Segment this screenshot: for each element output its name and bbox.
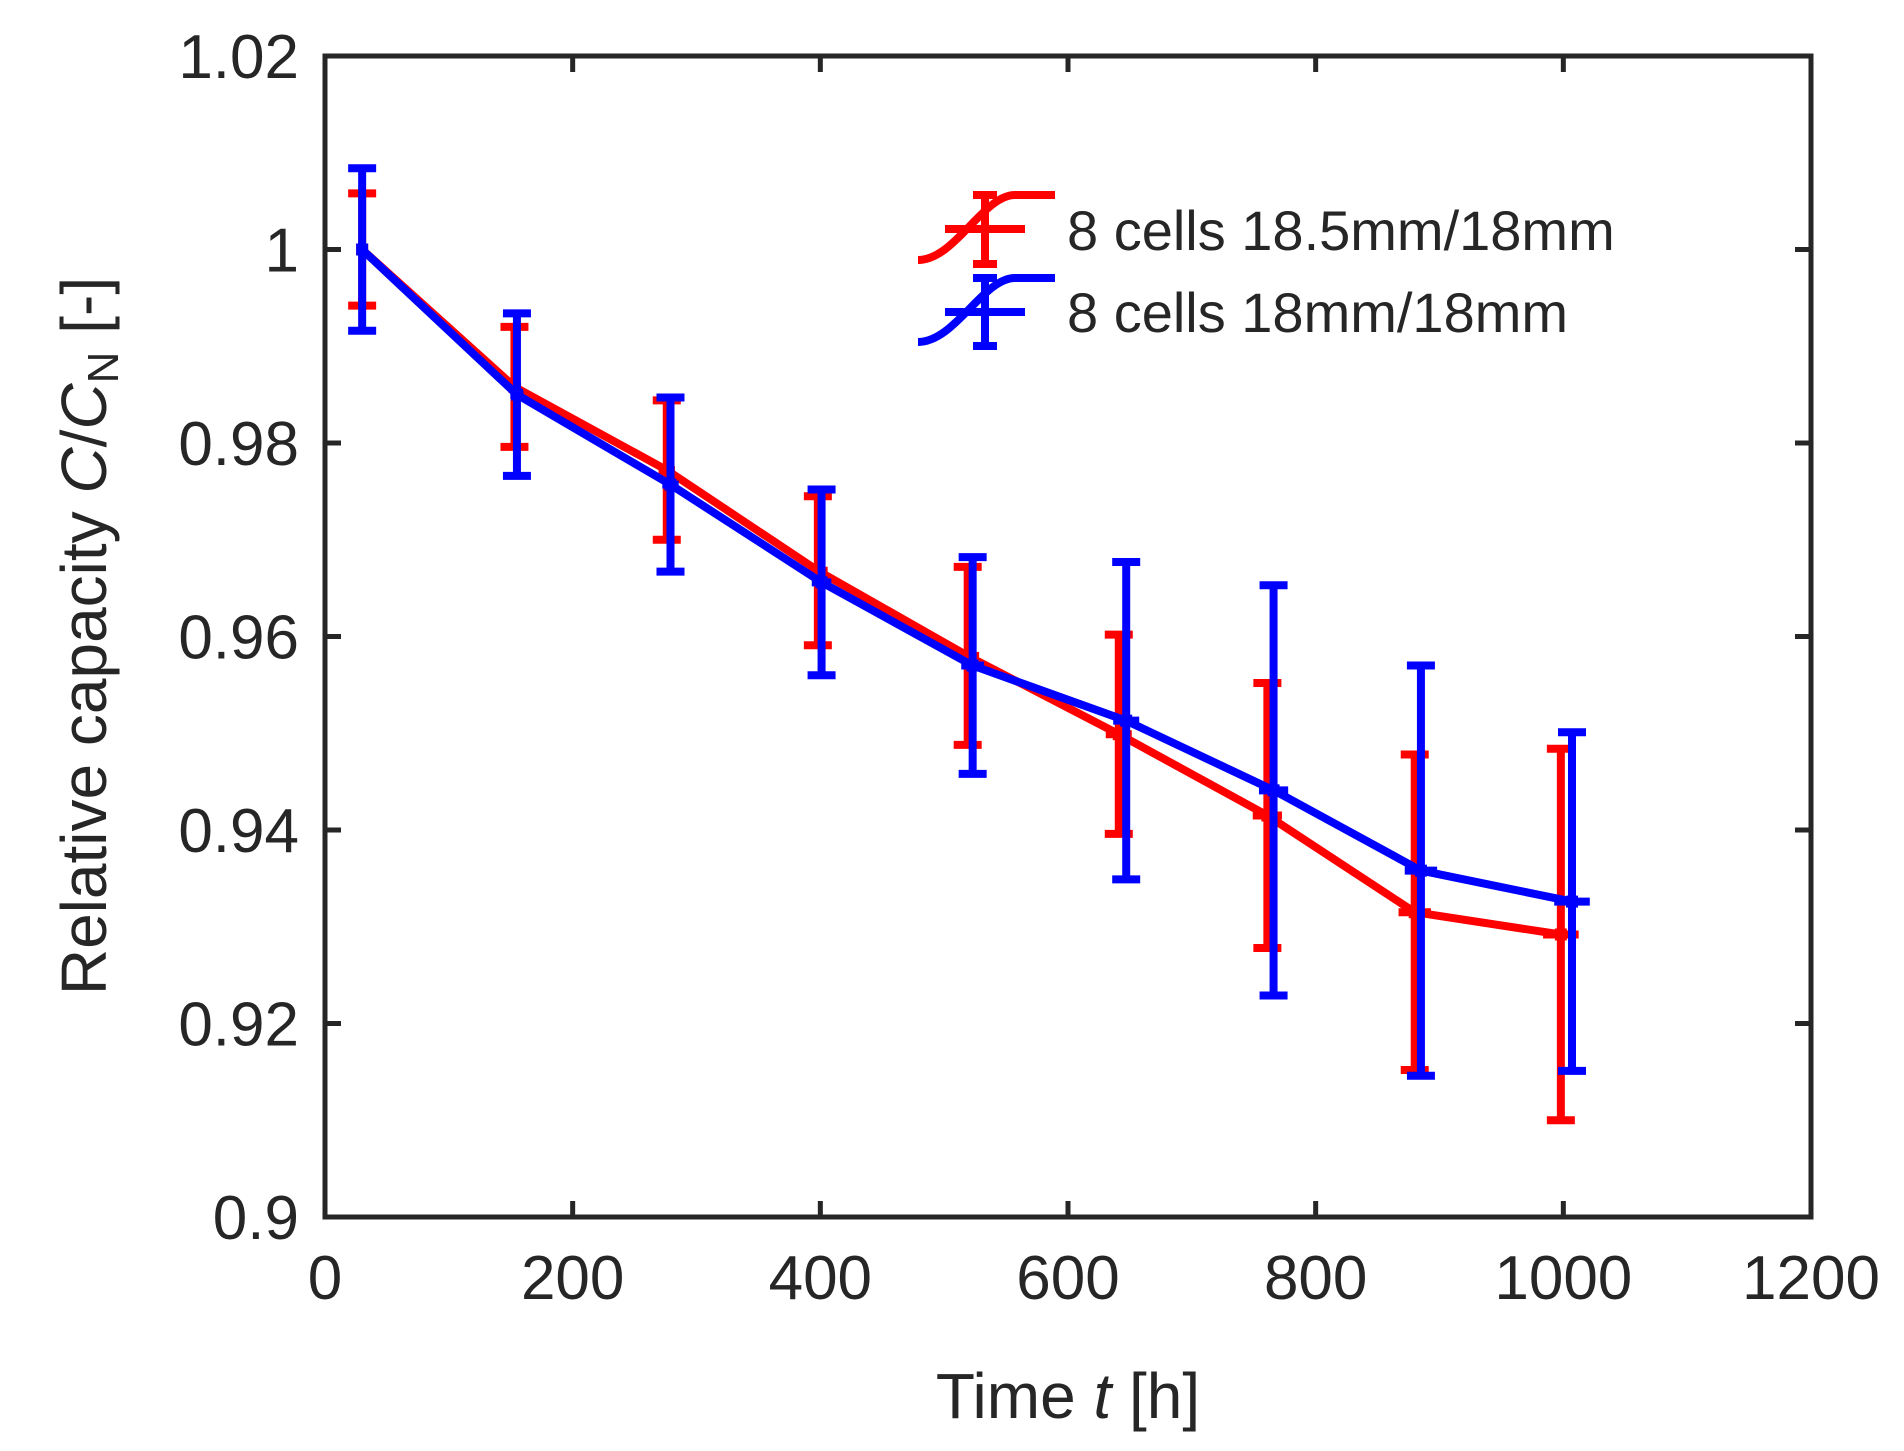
series-1-point-4	[966, 659, 979, 672]
y-tick-label-1: 0.92	[178, 991, 299, 1060]
legend-entry-red: 8 cells 18.5mm/18mm	[917, 191, 1615, 268]
series-1-point-1	[510, 388, 523, 401]
series-layer	[348, 164, 1590, 1125]
y-tick-label-2: 0.94	[178, 797, 299, 866]
legend-label-red: 8 cells 18.5mm/18mm	[1067, 199, 1615, 262]
y-tick-label-5: 1	[265, 217, 299, 286]
x-tick-label-5: 1000	[1494, 1244, 1632, 1313]
series-1-point-7	[1414, 864, 1427, 877]
series-1-point-0	[356, 243, 369, 256]
legend-symbol-red-line	[917, 191, 1055, 264]
y-tick-label-3: 0.96	[178, 604, 299, 673]
series-0-point-8	[1554, 928, 1567, 941]
series-1-point-3	[815, 576, 828, 589]
ticks-layer: 0 200 400 600 800 1000 1200 0.9 0.92 0.94 0.96 0.98…	[178, 23, 1880, 1313]
x-tick-label-0: 0	[308, 1244, 342, 1313]
x-tick-label-3: 600	[1016, 1244, 1119, 1313]
plot-frame	[322, 53, 1814, 1220]
y-tick-label-4: 0.98	[178, 410, 299, 479]
legend: 8 cells 18.5mm/18mm 8 cells 18mm/18mm	[917, 191, 1615, 350]
series-1-point-2	[664, 478, 677, 491]
y-axis-title: Relative capacity C/CN [-]	[48, 277, 128, 995]
legend-entry-blue: 8 cells 18mm/18mm	[917, 274, 1568, 350]
x-tick-label-2: 400	[769, 1244, 872, 1313]
y-tick-label-6: 1.02	[178, 23, 299, 92]
series-1-point-5	[1120, 714, 1133, 727]
x-tick-label-6: 1200	[1742, 1244, 1880, 1313]
x-tick-label-1: 200	[521, 1244, 624, 1313]
legend-symbol-blue-line	[917, 274, 1055, 346]
series-1-point-8	[1566, 895, 1579, 908]
x-axis-title: Time t [h]	[936, 1360, 1200, 1432]
legend-label-blue: 8 cells 18mm/18mm	[1067, 281, 1568, 344]
series-1-point-6	[1267, 784, 1280, 797]
series-1	[348, 164, 1590, 1080]
y-tick-label-0: 0.9	[213, 1184, 299, 1253]
x-tick-label-4: 800	[1264, 1244, 1367, 1313]
series-0-point-5	[1112, 728, 1125, 741]
